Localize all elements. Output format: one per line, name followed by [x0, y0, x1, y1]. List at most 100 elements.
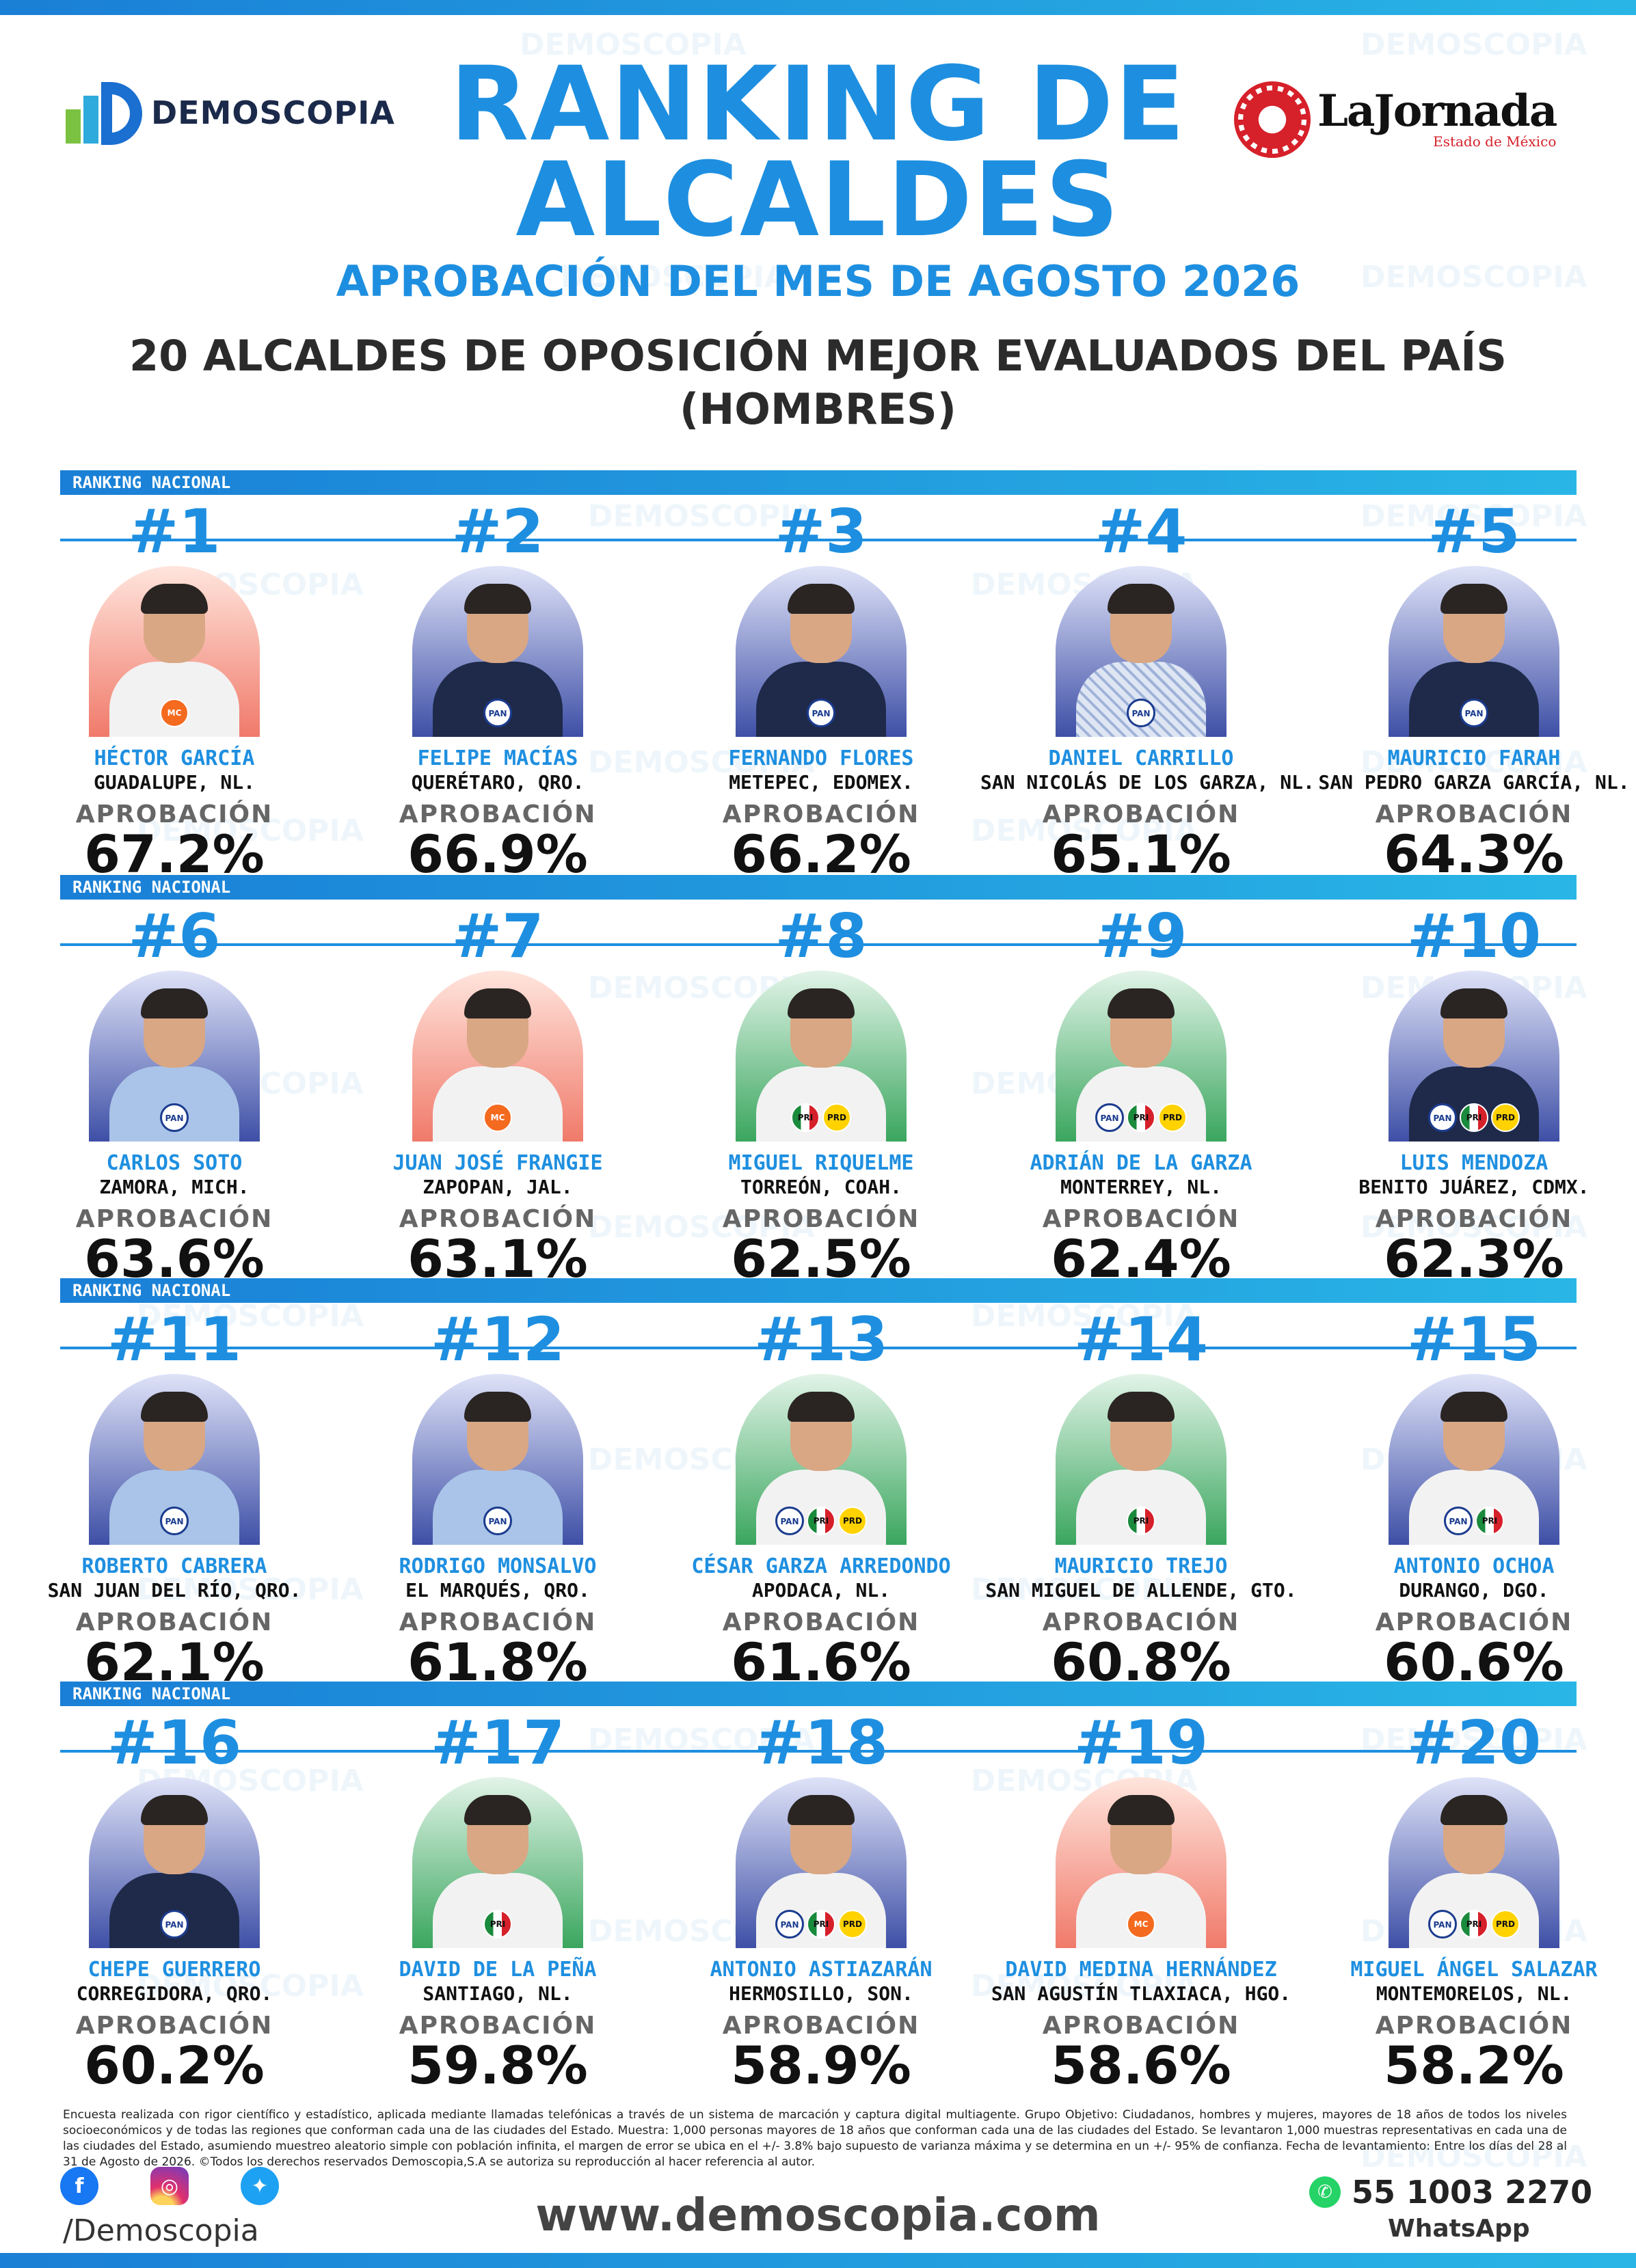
section-heading-line1: 20 ALCALDES DE OPOSICIÓN MEJOR EVALUADOS…: [129, 331, 1507, 381]
main-title-line1: RANKING DE: [449, 45, 1187, 164]
row-divider: [60, 943, 1577, 946]
approval-label: APROBACIÓN: [722, 2012, 920, 2040]
mayor-photo: PAN: [89, 1374, 260, 1545]
party-pri-icon: PRI: [483, 1910, 512, 1939]
approval-value: 62.4%: [1051, 1228, 1231, 1289]
party-pri-icon: PRI: [1475, 1507, 1504, 1535]
party-badges: PAN PRI PRD: [1389, 1103, 1559, 1132]
party-prd-icon: PRD: [1491, 1910, 1520, 1939]
website-link[interactable]: www.demoscopia.com: [535, 2189, 1101, 2241]
party-badges: PAN: [1389, 699, 1559, 727]
approval-label: APROBACIÓN: [399, 1608, 597, 1636]
party-pan-icon: PAN: [1444, 1507, 1473, 1535]
party-badges: PAN: [412, 699, 583, 727]
facebook-icon[interactable]: f: [60, 2167, 98, 2205]
approval-label: APROBACIÓN: [399, 1205, 597, 1233]
approval-label: APROBACIÓN: [399, 2012, 597, 2040]
mayor-city: METEPEC, EDOMEX.: [729, 771, 913, 794]
section-heading-line2: (HOMBRES): [680, 384, 956, 434]
approval-value: 67.2%: [84, 824, 265, 885]
approval-value: 62.1%: [84, 1632, 265, 1692]
whatsapp-icon: ✆: [1309, 2176, 1341, 2208]
approval-value: 60.6%: [1384, 1632, 1564, 1692]
party-pan-icon: PAN: [775, 1910, 804, 1939]
mayor-photo: PAN: [412, 566, 583, 737]
mayor-photo: PAN PRI PRD: [1056, 971, 1226, 1142]
mayor-photo: PRI: [1056, 1374, 1226, 1545]
party-badges: PRI: [1056, 1507, 1226, 1535]
rank-number: #2: [451, 496, 544, 567]
torso-shape: [1409, 1470, 1539, 1545]
mayor-name: DAVID DE LA PEÑA: [399, 1958, 597, 1982]
party-pri-icon: PRI: [807, 1507, 835, 1535]
rank-number: #8: [775, 901, 868, 971]
party-pri-icon: PRI: [1127, 1103, 1155, 1132]
mayor-name: CÉSAR GARZA ARREDONDO: [691, 1554, 951, 1578]
approval-value: 59.8%: [407, 2035, 588, 2096]
instagram-icon[interactable]: ◎: [150, 2167, 189, 2205]
approval-value: 58.9%: [731, 2035, 911, 2096]
party-pan-icon: PAN: [483, 1507, 512, 1535]
mayor-photo: PRI PRD: [736, 971, 907, 1142]
party-badges: MC: [89, 699, 260, 727]
rank-number: #5: [1427, 496, 1520, 567]
whatsapp-contact[interactable]: ✆ 55 1003 2270: [1309, 2174, 1592, 2211]
approval-label: APROBACIÓN: [75, 1608, 273, 1636]
mayor-card: #12 PAN RODRIGO MONSALVO EL MARQUÉS, QRO. AP…: [337, 1306, 658, 1688]
hair-shape: [464, 584, 531, 614]
rank-number: #6: [128, 901, 221, 971]
rank-number: #15: [1406, 1304, 1542, 1375]
mayor-photo: PRI: [412, 1777, 583, 1948]
ranking-row: RANKING NACIONAL #16 PAN CHEPE GUERRERO CORR…: [0, 1682, 1636, 2092]
hair-shape: [788, 988, 855, 1018]
twitter-icon[interactable]: ✦: [241, 2167, 279, 2205]
mayor-name: CARLOS SOTO: [106, 1151, 243, 1175]
rank-number: #18: [753, 1707, 889, 1778]
mayor-card: #14 PRI MAURICIO TREJO SAN MIGUEL DE ALLEND…: [980, 1306, 1302, 1688]
approval-value: 62.3%: [1384, 1228, 1564, 1289]
rank-number: #11: [107, 1304, 242, 1375]
rank-number: #16: [107, 1707, 242, 1778]
mayor-name: JUAN JOSÉ FRANGIE: [392, 1151, 603, 1175]
mayor-card: #15 PAN PRI ANTONIO OCHOA DURANGO, DGO. APROB…: [1313, 1306, 1635, 1688]
mayor-card: #11 PAN ROBERTO CABRERA SAN JUAN DEL RÍO, Q…: [14, 1306, 335, 1688]
approval-label: APROBACIÓN: [75, 2012, 273, 2040]
mayor-city: MONTERREY, NL.: [1060, 1176, 1222, 1198]
approval-value: 66.9%: [407, 824, 588, 885]
approval-value: 61.6%: [731, 1632, 911, 1692]
party-badges: PAN: [1056, 699, 1226, 727]
section-heading: 20 ALCALDES DE OPOSICIÓN MEJOR EVALUADOS…: [0, 329, 1636, 436]
mayor-city: SAN MIGUEL DE ALLENDE, GTO.: [985, 1579, 1297, 1602]
mayor-card: #19 MC DAVID MEDINA HERNÁNDEZ SAN AGUSTÍN T…: [980, 1709, 1302, 2092]
party-pri-icon: PRI: [1460, 1103, 1488, 1132]
approval-value: 58.2%: [1384, 2035, 1564, 2096]
mayor-name: DAVID MEDINA HERNÁNDEZ: [1005, 1958, 1277, 1982]
mayor-city: DURANGO, DGO.: [1399, 1579, 1549, 1602]
party-badges: PAN PRI PRD: [1389, 1910, 1559, 1939]
mayor-name: LUIS MENDOZA: [1399, 1151, 1548, 1175]
approval-label: APROBACIÓN: [1375, 1205, 1573, 1233]
mayor-name: FELIPE MACÍAS: [417, 746, 578, 770]
approval-label: APROBACIÓN: [75, 1205, 273, 1233]
approval-value: 62.5%: [731, 1228, 911, 1289]
hair-shape: [141, 1795, 208, 1825]
subtitle: APROBACIÓN DEL MES DE AGOSTO 2026: [336, 256, 1300, 306]
party-badges: PRI: [412, 1910, 583, 1939]
demoscopia-logo-text: DEMOSCOPIA: [151, 94, 395, 131]
party-badges: MC: [412, 1103, 583, 1132]
social-handle[interactable]: /Demoscopia: [63, 2213, 259, 2248]
mayor-photo: MC: [89, 566, 260, 737]
hair-shape: [464, 1392, 531, 1422]
mayor-card: #10 PAN PRI PRD LUIS MENDOZA BENITO JUÁREZ, C…: [1313, 902, 1635, 1285]
mayor-city: EL MARQUÉS, QRO.: [405, 1579, 590, 1602]
mayor-card: #2 PAN FELIPE MACÍAS QUERÉTARO, QRO. APROBAC…: [337, 498, 658, 880]
row-divider: [60, 1750, 1577, 1753]
rank-number: #9: [1095, 901, 1188, 971]
party-pan-icon: PAN: [483, 699, 512, 727]
approval-value: 60.2%: [84, 2035, 265, 2096]
mayor-card: #7 MC JUAN JOSÉ FRANGIE ZAPOPAN, JAL. APROBA…: [337, 902, 658, 1285]
party-pri-icon: PRI: [791, 1103, 820, 1132]
mayor-photo: PAN PRI PRD: [1389, 971, 1559, 1142]
approval-label: APROBACIÓN: [1042, 1608, 1240, 1636]
mayor-photo: MC: [1056, 1777, 1226, 1948]
